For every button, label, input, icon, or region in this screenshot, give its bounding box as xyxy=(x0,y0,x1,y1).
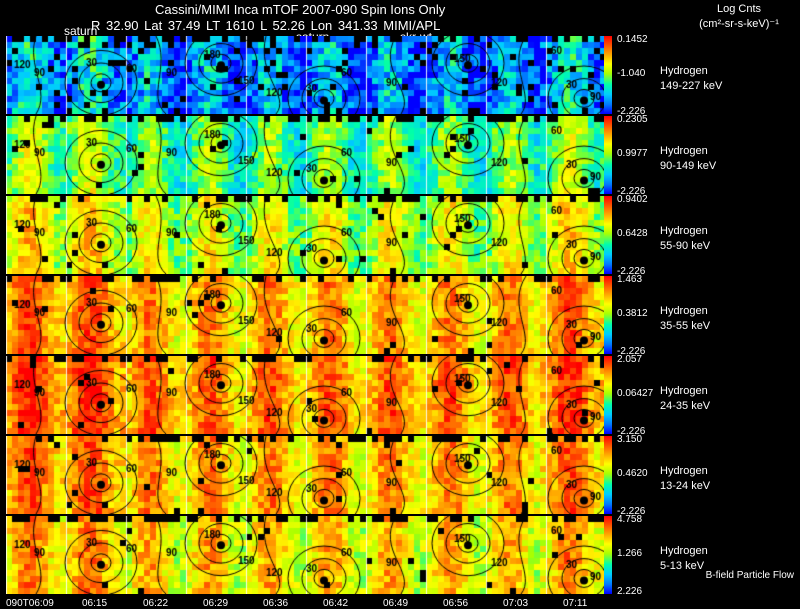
colorbar-max: 0.9402 xyxy=(617,194,648,205)
spectrogram-image xyxy=(6,436,604,514)
colorbar-min: -2.226 xyxy=(617,346,646,357)
colorbar xyxy=(604,116,612,194)
panel-species: Hydrogen xyxy=(660,545,708,557)
units-line-2: (cm²-sr-s-keV)⁻¹ xyxy=(699,18,779,30)
spectrogram-image xyxy=(6,196,604,274)
colorbar xyxy=(604,436,612,514)
colorbar-max: 4.758 xyxy=(617,514,643,525)
colorbar xyxy=(604,276,612,354)
panel-species: Hydrogen xyxy=(660,305,708,317)
colorbar-max: 0.2305 xyxy=(617,114,648,125)
panel-species: Hydrogen xyxy=(660,145,708,157)
colorbar-min: -2.226 xyxy=(617,506,646,517)
panel-species: Hydrogen xyxy=(660,225,708,237)
plot-info-line: R 32.90 Lat 37.49 LT 1610 L 52.26 Lon 34… xyxy=(91,18,441,33)
spectrogram-panel xyxy=(6,36,604,114)
colorbar-max: 2.057 xyxy=(617,354,643,365)
time-tick-label: 06:22 xyxy=(143,598,169,609)
spectrogram-panel xyxy=(6,516,604,594)
spectrogram-panel xyxy=(6,436,604,514)
units-label: Log Cnts (cm²-sr-s-keV)⁻¹ xyxy=(684,2,794,32)
time-tick-label: 06:15 xyxy=(82,598,108,609)
plot-title: Cassini/MIMI Inca mTOF 2007-090 Spin Ion… xyxy=(155,2,446,17)
colorbar-min: -2.226 xyxy=(617,426,646,437)
spectrogram-image xyxy=(6,516,604,594)
spectrogram-image xyxy=(6,36,604,114)
top-label-saturn-1: saturn xyxy=(64,24,98,38)
colorbar-mid: 0.3812 xyxy=(617,308,648,319)
footnote: B-field Particle Flow xyxy=(705,570,794,581)
spectrogram-image xyxy=(6,356,604,434)
time-tick-label: 07:03 xyxy=(503,598,529,609)
panel-energy: 55-90 keV xyxy=(660,240,711,252)
colorbar-mid: 0.4620 xyxy=(617,468,648,479)
colorbar-max: 3.150 xyxy=(617,434,643,445)
panel-species: Hydrogen xyxy=(660,465,708,477)
spectrogram-panel xyxy=(6,356,604,434)
panel-species: Hydrogen xyxy=(660,65,708,77)
time-tick-label: 07:11 xyxy=(563,598,588,609)
time-tick-label: 06:56 xyxy=(443,598,469,609)
colorbar xyxy=(604,356,612,434)
colorbar-min: -2.226 xyxy=(617,106,646,117)
colorbar xyxy=(604,36,612,114)
panel-energy: 90-149 keV xyxy=(660,160,717,172)
spectrogram-panel xyxy=(6,276,604,354)
colorbar-mid: 1.266 xyxy=(617,548,643,559)
panel-energy: 149-227 keV xyxy=(660,80,723,92)
panel-species: Hydrogen xyxy=(660,385,708,397)
colorbar-max: 0.1452 xyxy=(617,34,648,45)
colorbar-mid: 0.06427 xyxy=(617,388,654,399)
panel-energy: 5-13 keV xyxy=(660,560,705,572)
time-tick-label: 06:36 xyxy=(263,598,289,609)
colorbar-mid: 0.6428 xyxy=(617,228,648,239)
colorbar xyxy=(604,516,612,594)
time-tick-label: 06:29 xyxy=(203,598,229,609)
spectrogram-panel xyxy=(6,196,604,274)
colorbar xyxy=(604,196,612,274)
colorbar-min: -2.226 xyxy=(617,186,646,197)
units-line-1: Log Cnts xyxy=(716,3,762,15)
panel-energy: 35-55 keV xyxy=(660,320,711,332)
spectrogram-panel xyxy=(6,116,604,194)
colorbar-min: -2.226 xyxy=(617,266,646,277)
panel-energy: 24-35 keV xyxy=(660,400,711,412)
spectrogram-image xyxy=(6,276,604,354)
spectrogram-image xyxy=(6,116,604,194)
time-tick-label: 090T06:09 xyxy=(6,598,54,609)
colorbar-mid: 0.9977 xyxy=(617,148,648,159)
time-tick-label: 06:49 xyxy=(383,598,409,609)
colorbar-max: 1.463 xyxy=(617,274,643,285)
colorbar-min: 2.226 xyxy=(617,586,643,597)
time-tick-label: 06:42 xyxy=(323,598,349,609)
colorbar-mid: -1.040 xyxy=(617,68,646,79)
panel-energy: 13-24 keV xyxy=(660,480,711,492)
